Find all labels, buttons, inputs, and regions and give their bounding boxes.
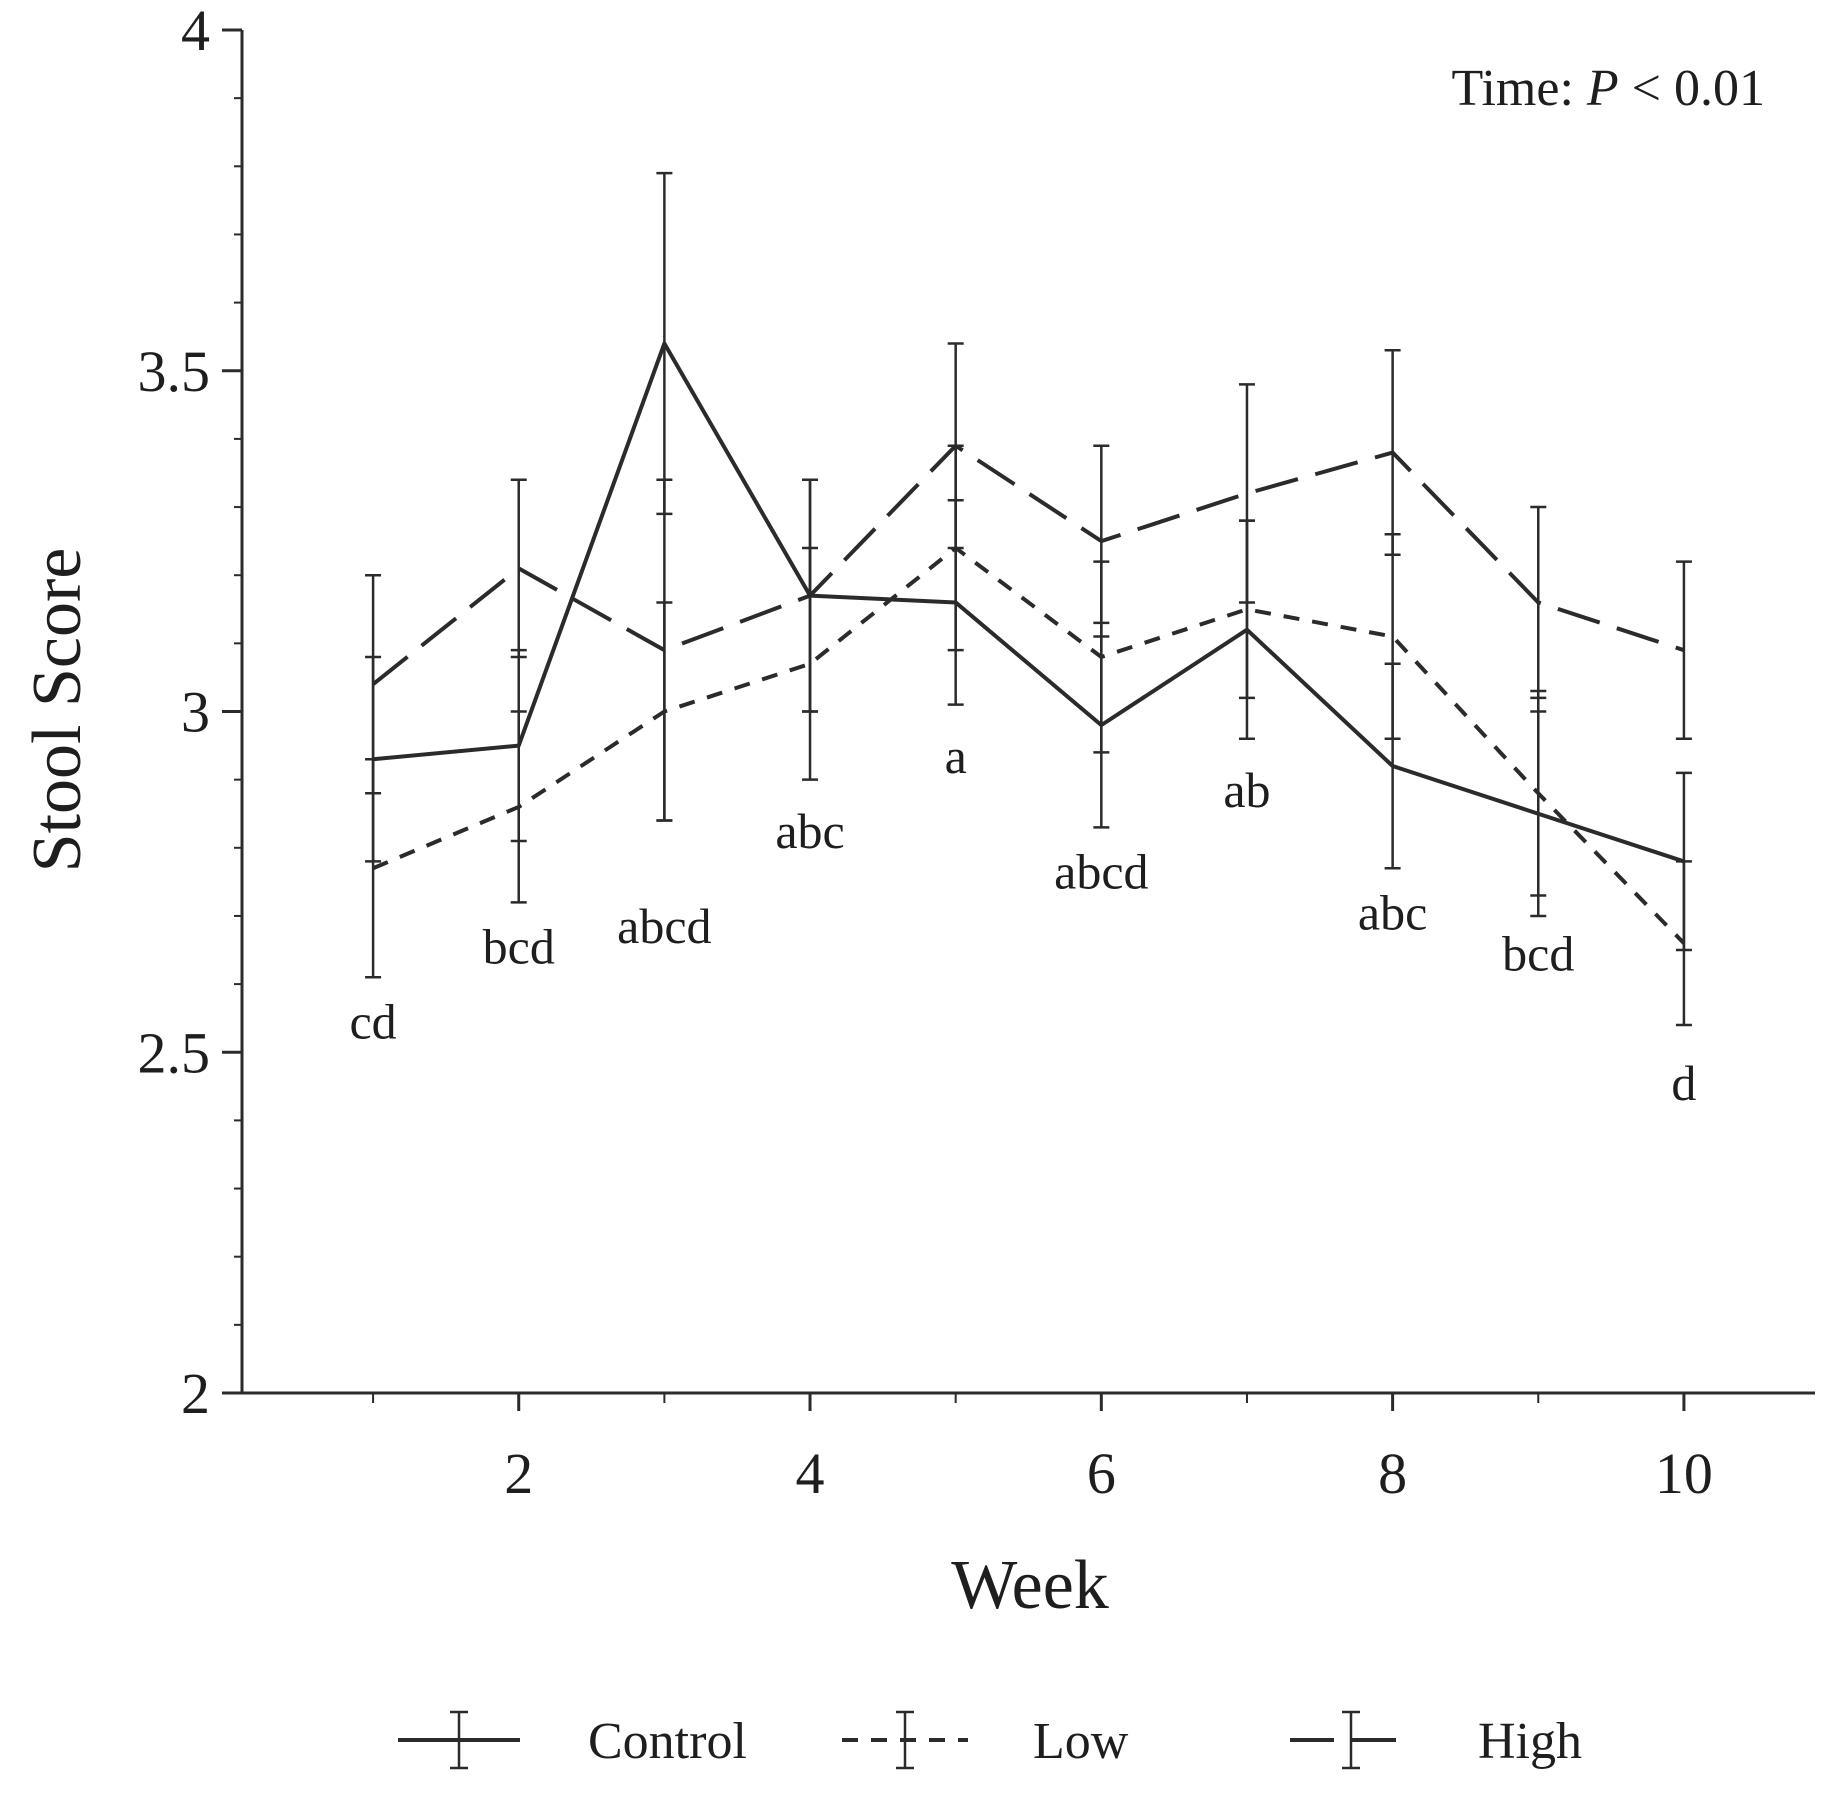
y-tick-label: 3 xyxy=(181,680,210,745)
y-tick-label: 2 xyxy=(181,1361,210,1426)
annotation-prefix: Time: xyxy=(1452,60,1587,117)
significance-letter: d xyxy=(1671,1055,1696,1111)
y-axis-title: Stool Score xyxy=(19,548,96,873)
x-tick-label: 4 xyxy=(796,1441,825,1506)
x-tick-label: 2 xyxy=(504,1441,533,1506)
significance-letter: bcd xyxy=(1502,925,1574,981)
series-line-control xyxy=(372,341,1685,864)
y-tick-label: 4 xyxy=(181,0,210,63)
significance-letter: a xyxy=(945,728,967,784)
x-tick-label: 8 xyxy=(1378,1441,1407,1506)
x-axis-title: Week xyxy=(951,1547,1109,1624)
significance-letter: bcd xyxy=(483,919,555,975)
significance-letter: abcd xyxy=(617,898,711,954)
annotation-p: P xyxy=(1586,60,1619,117)
significance-letter: abc xyxy=(775,803,844,859)
significance-letter: abc xyxy=(1358,885,1427,941)
y-tick-label: 2.5 xyxy=(138,1020,211,1085)
x-tick-label: 10 xyxy=(1655,1441,1713,1506)
axes: 2 2.5 3 3.5 4 2 4 6 8 10 xyxy=(138,0,1815,1506)
series-line-low xyxy=(372,545,1686,945)
significance-letter: abcd xyxy=(1054,844,1148,900)
legend-label-low: Low xyxy=(1033,1713,1129,1770)
legend: Control Low High xyxy=(398,1710,1582,1770)
plot-lines xyxy=(371,341,1686,945)
legend-label-control: Control xyxy=(588,1713,747,1770)
error-bars xyxy=(365,171,1692,1027)
series-line-high xyxy=(371,443,1685,686)
significance-letter: cd xyxy=(349,994,396,1050)
annotation-suffix: < 0.01 xyxy=(1619,60,1765,117)
significance-letter: ab xyxy=(1223,762,1270,818)
significance-letters: cd bcd abcd abc a abcd ab abc bcd d xyxy=(349,728,1696,1111)
time-p-value-annotation: Time: P < 0.01 xyxy=(1452,60,1765,117)
legend-label-high: High xyxy=(1478,1713,1582,1770)
y-tick-label: 3.5 xyxy=(138,339,211,404)
x-tick-label: 6 xyxy=(1087,1441,1116,1506)
